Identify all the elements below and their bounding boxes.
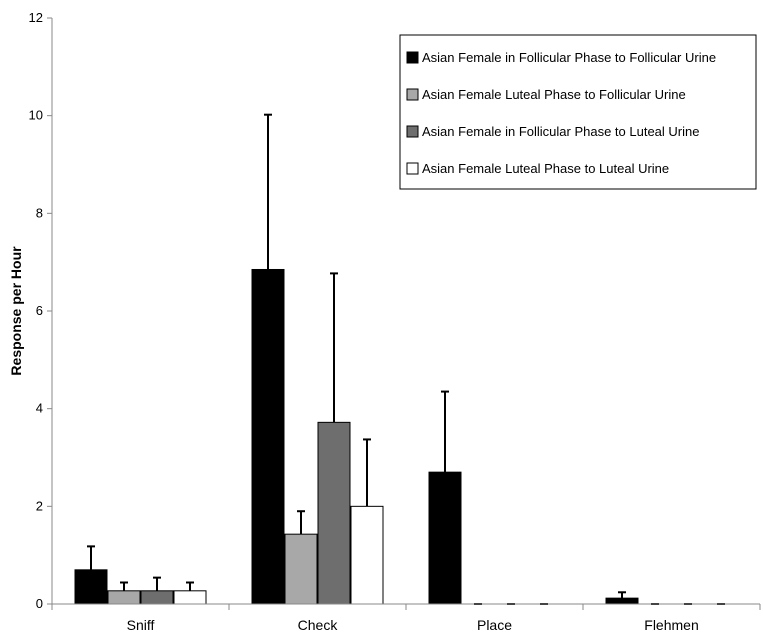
legend-label: Asian Female Luteal Phase to Follicular … bbox=[422, 87, 686, 102]
legend-label: Asian Female in Follicular Phase to Foll… bbox=[422, 50, 716, 65]
bar bbox=[252, 269, 284, 604]
y-tick-label: 4 bbox=[36, 401, 43, 416]
legend-swatch bbox=[407, 89, 418, 100]
y-tick-label: 2 bbox=[36, 498, 43, 513]
legend-swatch bbox=[407, 163, 418, 174]
y-tick-label: 6 bbox=[36, 303, 43, 318]
bar bbox=[108, 591, 140, 604]
legend: Asian Female in Follicular Phase to Foll… bbox=[400, 35, 756, 189]
bar bbox=[606, 598, 638, 604]
x-category-label: Sniff bbox=[127, 617, 155, 633]
legend-swatch bbox=[407, 52, 418, 63]
y-tick-label: 8 bbox=[36, 205, 43, 220]
legend-label: Asian Female Luteal Phase to Luteal Urin… bbox=[422, 161, 669, 176]
legend-label: Asian Female in Follicular Phase to Lute… bbox=[422, 124, 699, 139]
legend-swatch bbox=[407, 126, 418, 137]
x-category-label: Flehmen bbox=[644, 617, 698, 633]
y-tick-label: 10 bbox=[29, 108, 43, 123]
bar bbox=[174, 591, 206, 604]
bar bbox=[141, 591, 173, 604]
y-tick-label: 0 bbox=[36, 596, 43, 611]
bar bbox=[285, 534, 317, 604]
y-tick-label: 12 bbox=[29, 10, 43, 25]
bar bbox=[429, 472, 461, 604]
y-axis-title: Response per Hour bbox=[8, 246, 24, 376]
bar bbox=[351, 506, 383, 604]
bar bbox=[75, 570, 107, 604]
x-category-label: Place bbox=[477, 617, 512, 633]
x-category-label: Check bbox=[298, 617, 339, 633]
bar bbox=[318, 422, 350, 604]
